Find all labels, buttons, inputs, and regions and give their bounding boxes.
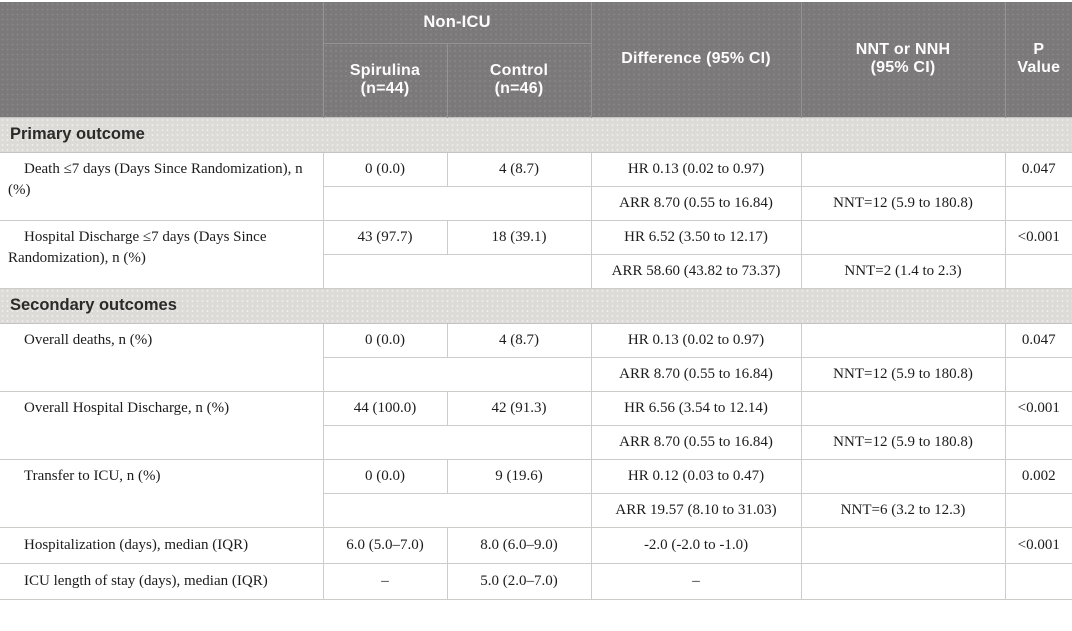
table-header: Non-ICU Difference (95% CI) NNT or NNH (…	[0, 2, 1072, 117]
table-row: ARR 19.57 (8.10 to 31.03) NNT=6 (3.2 to …	[0, 492, 1072, 528]
hospitalization-label: Hospitalization (days), median (IQR)	[0, 526, 324, 564]
hospitalization-spirulina-cell: 6.0 (5.0–7.0)	[322, 526, 448, 564]
col-header-control: Control (n=46)	[447, 43, 592, 117]
discharge7-label: Hospital Discharge ≤7 days (Days Since R…	[0, 219, 324, 289]
overall-deaths-control-cell: 4 (8.7)	[446, 322, 592, 358]
transfer-icu-arr-cell: ARR 19.57 (8.10 to 31.03)	[590, 492, 802, 528]
col-header-nnt-nnh: NNT or NNH (95% CI)	[801, 2, 1006, 117]
empty-cell	[322, 424, 592, 460]
overall-deaths-label: Overall deaths, n (%)	[0, 322, 324, 392]
overall-deaths-nnt-cell: NNT=12 (5.9 to 180.8)	[800, 356, 1006, 392]
overall-discharge-spirulina-cell: 44 (100.0)	[322, 390, 448, 426]
section-row-secondary: Secondary outcomes	[0, 287, 1072, 324]
empty-cell	[1004, 562, 1072, 600]
icu-los-spirulina-cell: –	[322, 562, 448, 600]
table-row: ARR 8.70 (0.55 to 16.84) NNT=12 (5.9 to …	[0, 356, 1072, 392]
death7-nnt-cell: NNT=12 (5.9 to 180.8)	[800, 185, 1006, 221]
col-header-difference: Difference (95% CI)	[591, 2, 802, 117]
discharge7-pvalue-cell: <0.001	[1004, 219, 1072, 255]
empty-cell	[1004, 253, 1072, 289]
empty-cell	[800, 322, 1006, 358]
transfer-icu-label: Transfer to ICU, n (%)	[0, 458, 324, 528]
empty-cell	[322, 492, 592, 528]
empty-cell	[800, 562, 1006, 600]
hospitalization-control-cell: 8.0 (6.0–9.0)	[446, 526, 592, 564]
transfer-icu-difference-cell: HR 0.12 (0.03 to 0.47)	[590, 458, 802, 494]
table-row: ICU length of stay (days), median (IQR) …	[0, 562, 1072, 600]
discharge7-control-cell: 18 (39.1)	[446, 219, 592, 255]
death7-arr-cell: ARR 8.70 (0.55 to 16.84)	[590, 185, 802, 221]
overall-deaths-arr-cell: ARR 8.70 (0.55 to 16.84)	[590, 356, 802, 392]
hospitalization-difference-cell: -2.0 (-2.0 to -1.0)	[590, 526, 802, 564]
group-header-non-icu: Non-ICU	[323, 2, 592, 44]
section-row-primary: Primary outcome	[0, 116, 1072, 153]
transfer-icu-control-cell: 9 (19.6)	[446, 458, 592, 494]
overall-discharge-nnt-cell: NNT=12 (5.9 to 180.8)	[800, 424, 1006, 460]
discharge7-nnt-cell: NNT=2 (1.4 to 2.3)	[800, 253, 1006, 289]
transfer-icu-pvalue-cell: 0.002	[1004, 458, 1072, 494]
empty-cell	[800, 526, 1006, 564]
discharge7-spirulina-cell: 43 (97.7)	[322, 219, 448, 255]
overall-deaths-difference-cell: HR 0.13 (0.02 to 0.97)	[590, 322, 802, 358]
page: Non-ICU Difference (95% CI) NNT or NNH (…	[0, 2, 1072, 600]
overall-discharge-control-cell: 42 (91.3)	[446, 390, 592, 426]
empty-cell	[322, 356, 592, 392]
overall-discharge-difference-cell: HR 6.56 (3.54 to 12.14)	[590, 390, 802, 426]
corner-header-cell	[0, 2, 324, 117]
table-row: ARR 58.60 (43.82 to 73.37) NNT=2 (1.4 to…	[0, 253, 1072, 289]
empty-cell	[1004, 424, 1072, 460]
overall-discharge-label: Overall Hospital Discharge, n (%)	[0, 390, 324, 460]
table-row: Hospitalization (days), median (IQR) 6.0…	[0, 526, 1072, 564]
overall-discharge-arr-cell: ARR 8.70 (0.55 to 16.84)	[590, 424, 802, 460]
col-header-spirulina: Spirulina (n=44)	[323, 43, 448, 117]
table-row: Overall deaths, n (%) 0 (0.0) 4 (8.7) HR…	[0, 322, 1072, 392]
icu-los-label: ICU length of stay (days), median (IQR)	[0, 562, 324, 600]
transfer-icu-spirulina-cell: 0 (0.0)	[322, 458, 448, 494]
overall-discharge-pvalue-cell: <0.001	[1004, 390, 1072, 426]
death7-label: Death ≤7 days (Days Since Randomization)…	[0, 151, 324, 221]
outcomes-table: Non-ICU Difference (95% CI) NNT or NNH (…	[0, 2, 1072, 600]
empty-cell	[800, 390, 1006, 426]
death7-pvalue-cell: 0.047	[1004, 151, 1072, 187]
transfer-icu-nnt-cell: NNT=6 (3.2 to 12.3)	[800, 492, 1006, 528]
overall-deaths-spirulina-cell: 0 (0.0)	[322, 322, 448, 358]
table-row: ARR 8.70 (0.55 to 16.84) NNT=12 (5.9 to …	[0, 424, 1072, 460]
col-header-p-value: P Value	[1005, 2, 1072, 117]
table-row: Death ≤7 days (Days Since Randomization)…	[0, 151, 1072, 221]
section-title-primary: Primary outcome	[0, 116, 1072, 153]
table-row: Hospital Discharge ≤7 days (Days Since R…	[0, 219, 1072, 289]
empty-cell	[800, 219, 1006, 255]
empty-cell	[322, 253, 592, 289]
empty-cell	[1004, 185, 1072, 221]
icu-los-control-cell: 5.0 (2.0–7.0)	[446, 562, 592, 600]
section-title-secondary: Secondary outcomes	[0, 287, 1072, 324]
empty-cell	[1004, 356, 1072, 392]
empty-cell	[322, 185, 592, 221]
table-row: Overall Hospital Discharge, n (%) 44 (10…	[0, 390, 1072, 460]
icu-los-difference-cell: –	[590, 562, 802, 600]
discharge7-difference-cell: HR 6.52 (3.50 to 12.17)	[590, 219, 802, 255]
discharge7-arr-cell: ARR 58.60 (43.82 to 73.37)	[590, 253, 802, 289]
empty-cell	[800, 151, 1006, 187]
overall-deaths-pvalue-cell: 0.047	[1004, 322, 1072, 358]
empty-cell	[800, 458, 1006, 494]
hospitalization-pvalue-cell: <0.001	[1004, 526, 1072, 564]
death7-difference-cell: HR 0.13 (0.02 to 0.97)	[590, 151, 802, 187]
table-row: Transfer to ICU, n (%) 0 (0.0) 9 (19.6) …	[0, 458, 1072, 528]
empty-cell	[1004, 492, 1072, 528]
death7-control-cell: 4 (8.7)	[446, 151, 592, 187]
death7-spirulina-cell: 0 (0.0)	[322, 151, 448, 187]
